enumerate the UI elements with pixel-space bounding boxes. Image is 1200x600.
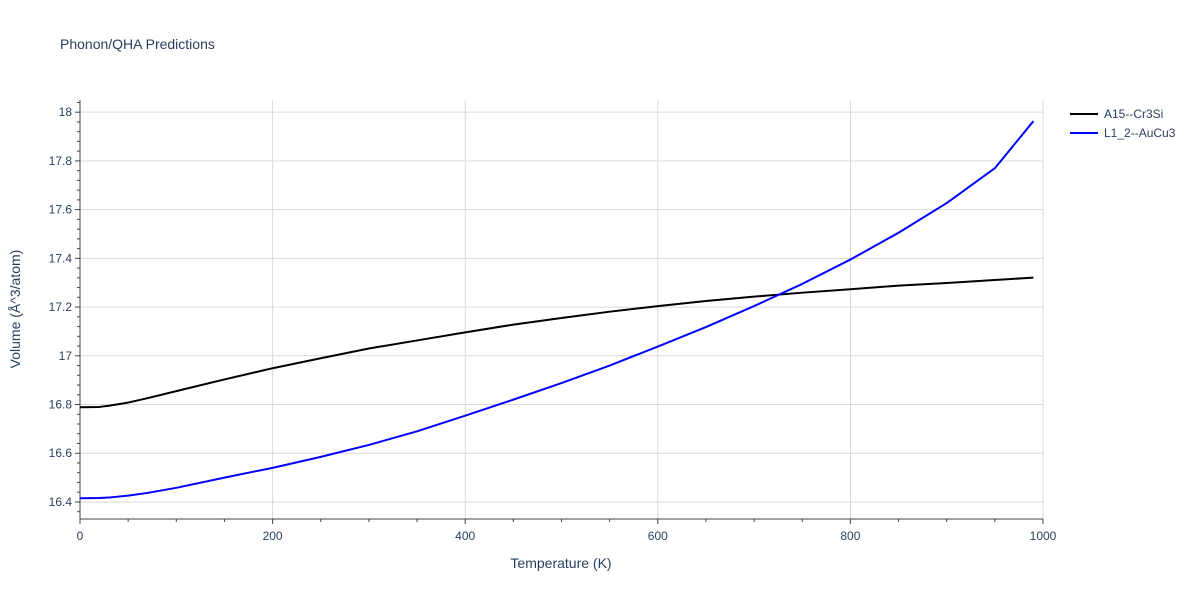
series-line-a15-cr3si <box>79 276 1034 409</box>
legend[interactable]: A15--Cr3Si L1_2--AuCu3 <box>1070 107 1176 140</box>
y-tick-label: 17 <box>59 349 73 363</box>
axes <box>75 100 1044 524</box>
legend-label: A15--Cr3Si <box>1104 107 1163 121</box>
x-tick-label: 0 <box>77 529 84 543</box>
x-tick-label: 1000 <box>1030 529 1057 543</box>
legend-label: L1_2--AuCu3 <box>1104 126 1176 140</box>
y-tick-label: 17.6 <box>49 203 73 217</box>
legend-item[interactable]: L1_2--AuCu3 <box>1070 126 1176 140</box>
series-line-l1-2-aucu3 <box>79 120 1035 500</box>
y-tick-label: 16.4 <box>49 495 73 509</box>
tick-labels: 0 200 400 600 800 1000 16.4 16.6 16.8 17 17.2 17.4 1… <box>49 105 1057 543</box>
x-tick-label: 600 <box>648 529 668 543</box>
x-tick-label: 800 <box>840 529 860 543</box>
x-tick-label: 400 <box>455 529 475 543</box>
y-axis-label: Volume (Å^3/atom) <box>7 250 23 369</box>
legend-item[interactable]: A15--Cr3Si <box>1070 107 1163 121</box>
y-tick-label: 16.8 <box>49 398 73 412</box>
y-tick-label: 17.2 <box>49 300 73 314</box>
x-tick-label: 200 <box>263 529 283 543</box>
y-tick-label: 17.4 <box>49 251 73 265</box>
y-tick-label: 17.8 <box>49 154 73 168</box>
chart-title: Phonon/QHA Predictions <box>60 36 215 52</box>
y-tick-label: 18 <box>59 105 73 119</box>
series-lines <box>79 120 1035 500</box>
y-tick-label: 16.6 <box>49 446 73 460</box>
x-axis-label: Temperature (K) <box>510 555 611 571</box>
grid <box>80 100 1044 519</box>
